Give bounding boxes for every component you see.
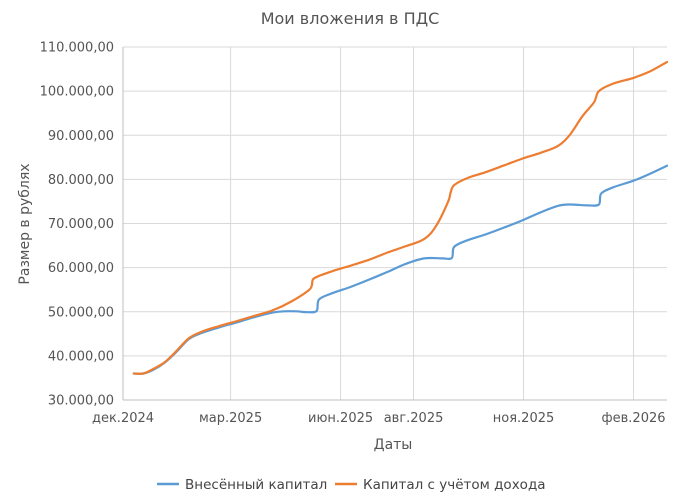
- y-axis-label: Размер в рублях: [17, 163, 33, 284]
- y-tick-label: 90.000,00: [48, 129, 114, 144]
- y-tick-label: 30.000,00: [48, 394, 114, 409]
- gridlines: [122, 46, 667, 401]
- legend-item-2: Капитал с учётом дохода: [335, 477, 546, 493]
- x-tick-label: дек.2024: [92, 411, 154, 426]
- y-tick-label: 70.000,00: [48, 217, 114, 232]
- legend-label: Капитал с учётом дохода: [363, 477, 546, 493]
- x-tick-label: июн.2025: [308, 411, 373, 426]
- x-axis-label: Даты: [374, 437, 413, 453]
- chart-title: Мои вложения в ПДС: [261, 9, 440, 28]
- series-lines: [132, 60, 669, 375]
- series-line-2: [132, 60, 669, 375]
- x-tick-label: авг.2025: [384, 411, 444, 426]
- y-tick-label: 40.000,00: [48, 349, 114, 364]
- x-axis-ticks: дек.2024 мар.2025 июн.2025 авг.2025 ноя.2025…: [92, 411, 666, 426]
- y-tick-label: 100.000,00: [40, 85, 114, 100]
- y-tick-label: 80.000,00: [48, 173, 114, 188]
- x-tick-label: мар.2025: [199, 411, 262, 426]
- legend: Внесённый капитал Капитал с учётом дохода: [157, 477, 546, 493]
- y-tick-label: 110.000,00: [40, 41, 114, 56]
- x-tick-label: фев.2026: [602, 411, 666, 426]
- y-tick-label: 60.000,00: [48, 261, 114, 276]
- y-tick-label: 50.000,00: [48, 305, 114, 320]
- x-tick-label: ноя.2025: [493, 411, 555, 426]
- y-axis-ticks: 30.000,00 40.000,00 50.000,00 60.000,00 70.0…: [40, 41, 114, 409]
- legend-item-1: Внесённый капитал: [157, 477, 327, 493]
- series-line-1: [132, 164, 669, 375]
- legend-label: Внесённый капитал: [185, 477, 327, 493]
